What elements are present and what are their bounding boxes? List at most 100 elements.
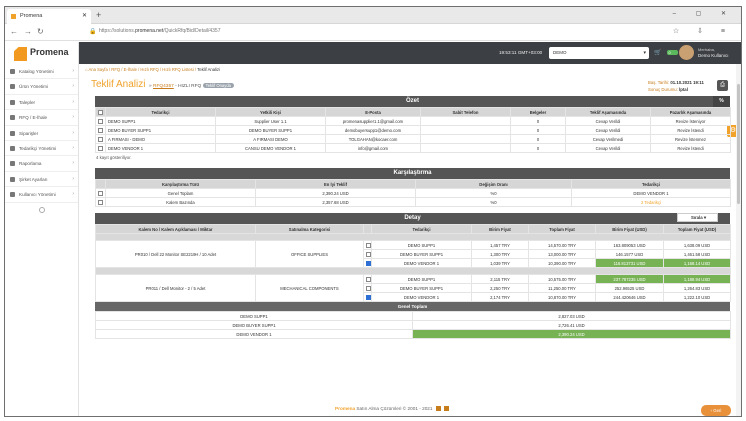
table-row: DEMO VENDOR 1 2,390.24 USD bbox=[95, 329, 731, 339]
column-header: Toplam Fiyat bbox=[528, 224, 596, 234]
table-cell: 10,575.00 TRY bbox=[528, 274, 596, 284]
sidebar-item[interactable]: Katalog Yönetimi › bbox=[5, 64, 78, 80]
table-cell: 2,250 TRY bbox=[471, 283, 529, 293]
tab-title: Promena bbox=[20, 13, 43, 19]
sidebar-item[interactable]: Tedarikçi Yönetimi › bbox=[5, 141, 78, 157]
table-cell: 1,457 TRY bbox=[471, 240, 529, 250]
table-cell: DEMO VENDOR 1 bbox=[105, 143, 216, 153]
sidebar-item[interactable]: Raporlama › bbox=[5, 156, 78, 172]
sidebar-item-label: Katalog Yönetimi bbox=[19, 69, 54, 74]
table-cell: DEMO VENDOR 1 bbox=[371, 292, 472, 302]
close-tab-icon[interactable]: ✕ bbox=[81, 13, 87, 19]
sidebar-item[interactable]: Talepler › bbox=[5, 95, 78, 111]
request-icon bbox=[10, 99, 15, 105]
forward-icon[interactable]: → bbox=[24, 27, 32, 36]
table-cell: 0 bbox=[510, 125, 566, 135]
chevron-right-icon: › bbox=[72, 191, 74, 198]
user-menu[interactable]: Merhaba, Demo Kullanıcı bbox=[679, 45, 741, 61]
chevron-right-icon: › bbox=[72, 144, 74, 151]
select-offer-checkbox[interactable] bbox=[363, 283, 372, 293]
group-separator bbox=[95, 233, 731, 241]
table-cell[interactable]: 2 Tedarikçi bbox=[571, 197, 731, 207]
table-cell: info@gmail.com bbox=[325, 143, 421, 153]
select-offer-checkbox[interactable] bbox=[363, 258, 372, 268]
table-cell: DEMO BUYER SUPP1 bbox=[95, 320, 413, 330]
select-all-checkbox[interactable] bbox=[98, 109, 103, 115]
select-offer-checkbox[interactable] bbox=[363, 240, 372, 250]
table-cell: 2,115 TRY bbox=[471, 274, 529, 284]
brand-logo[interactable]: Promena bbox=[5, 44, 78, 64]
table-cell: 1,222.10 USD bbox=[663, 292, 731, 302]
detail-table: Kalem No / Kalem Açıklaması / Miktar Satı… bbox=[95, 224, 731, 302]
percent-toggle[interactable]: % bbox=[713, 96, 730, 107]
table-cell: 116.813731 USD bbox=[595, 258, 664, 268]
sidebar-item[interactable]: Ürün Yönetimi › bbox=[5, 79, 78, 95]
select-offer-checkbox[interactable] bbox=[363, 292, 372, 302]
sidebar-item[interactable]: Kullanıcı Yönetimi › bbox=[5, 187, 78, 203]
favicon-icon bbox=[11, 14, 16, 19]
back-button[interactable]: ‹ Geri bbox=[701, 405, 731, 416]
breadcrumb-item[interactable]: Hızlı RFQ Listesi bbox=[162, 67, 194, 72]
home-icon: ⌂ bbox=[85, 67, 89, 72]
rfq-id-link[interactable]: RFQ4357 bbox=[153, 84, 174, 89]
table-cell: 2,357.68 USD bbox=[255, 197, 416, 207]
back-icon[interactable]: ← bbox=[10, 27, 18, 36]
window-controls[interactable]: – ▢ ✕ bbox=[672, 11, 735, 17]
social-icon[interactable] bbox=[435, 406, 441, 412]
table-cell: A FIRMASI - DEMO bbox=[105, 134, 216, 144]
table-cell: 244.420646 USD bbox=[595, 292, 664, 302]
table-cell: DEMO BUYER SUPP1 bbox=[371, 249, 472, 259]
table-cell: Revize İsteniyor bbox=[650, 116, 731, 126]
sidebar-item-label: Siparişler bbox=[19, 130, 39, 136]
breadcrumb-item[interactable]: Ana Sayfa bbox=[88, 67, 108, 72]
url-field[interactable]: https://solutions.promena.net/QuickRfq/B… bbox=[99, 28, 221, 34]
page-scrollbar[interactable] bbox=[736, 64, 741, 416]
table-cell: Cevap Verilmedi bbox=[565, 134, 651, 144]
item-category: MECHANICAL COMPONENTS bbox=[255, 274, 364, 302]
social-icon[interactable] bbox=[443, 406, 449, 412]
row-checkbox[interactable] bbox=[95, 116, 106, 126]
table-row: DEMO SUPP1 2,827.03 USD bbox=[95, 311, 731, 321]
browser-toolbar-icons[interactable]: ☆ ⇩ ≡ bbox=[672, 28, 733, 35]
breadcrumb-item[interactable]: Hızlı RFQ bbox=[140, 67, 159, 72]
company-select[interactable]: DEMO ▾ bbox=[549, 47, 649, 59]
row-checkbox[interactable] bbox=[95, 134, 106, 144]
table-cell: 2,827.03 USD bbox=[412, 311, 731, 321]
rfq-dates: Baş. Tarihi: 01.10.2021 19:11 Sonuç Duru… bbox=[648, 80, 704, 92]
sort-select[interactable]: Sırala ▾ bbox=[677, 213, 718, 222]
table-cell: 2,390.24 USD bbox=[412, 329, 731, 339]
comparison-table: Karşılaştırma Türü En İyi Teklif Değişim O… bbox=[95, 179, 731, 207]
chevron-down-icon: ▾ bbox=[643, 50, 646, 56]
select-offer-checkbox[interactable] bbox=[363, 249, 372, 259]
column-header[interactable]: Tedarikçi bbox=[105, 107, 216, 117]
sidebar-item[interactable]: Siparişler › bbox=[5, 126, 78, 141]
row-checkbox[interactable] bbox=[95, 125, 106, 135]
table-cell: CANSU DEMO VENDOR 1 bbox=[215, 143, 326, 153]
table-cell: Cevap Verildi bbox=[565, 143, 651, 153]
column-header[interactable] bbox=[95, 107, 106, 117]
table-cell: DEMO VENDOR 1 bbox=[371, 258, 472, 268]
row-checkbox[interactable] bbox=[95, 197, 106, 207]
sidebar-collapse-button[interactable] bbox=[38, 206, 45, 213]
row-checkbox[interactable] bbox=[95, 188, 106, 198]
chevron-right-icon: › bbox=[72, 114, 74, 121]
new-tab-button[interactable]: + bbox=[96, 10, 102, 20]
sidebar-item[interactable]: RFQ / E-İhale › bbox=[5, 110, 78, 126]
sidebar-item[interactable]: Şirket Ayarları › bbox=[5, 172, 78, 188]
breadcrumb-item[interactable]: RFQ / E-İhale bbox=[111, 67, 137, 72]
print-button[interactable]: ⎙ bbox=[717, 80, 728, 91]
main-content: ⌂ Ana Sayfa / RFQ / E-İhale / Hızlı RFQ … bbox=[85, 64, 737, 416]
browser-tab[interactable]: Promena ✕ bbox=[7, 9, 91, 24]
scroll-thumb[interactable] bbox=[737, 84, 740, 204]
reload-icon[interactable]: ↻ bbox=[37, 27, 44, 36]
column-header: Değişim Oranı bbox=[415, 179, 572, 189]
row-checkbox[interactable] bbox=[95, 143, 106, 153]
table-cell: Cevap Verildi bbox=[565, 116, 651, 126]
table-row: PR011 / Dell Monitor - 2 / 5 Adet MECHANI… bbox=[95, 274, 731, 302]
table-cell: 0 bbox=[510, 143, 566, 153]
status-badge: Teklif Onayda bbox=[202, 83, 234, 88]
grand-total-table: DEMO SUPP1 2,827.03 USD DEMO BUYER SUPP1 2,… bbox=[95, 311, 731, 339]
lock-icon: 🔒 bbox=[89, 29, 97, 35]
select-offer-checkbox[interactable] bbox=[363, 274, 372, 284]
chevron-right-icon: › bbox=[72, 68, 74, 74]
